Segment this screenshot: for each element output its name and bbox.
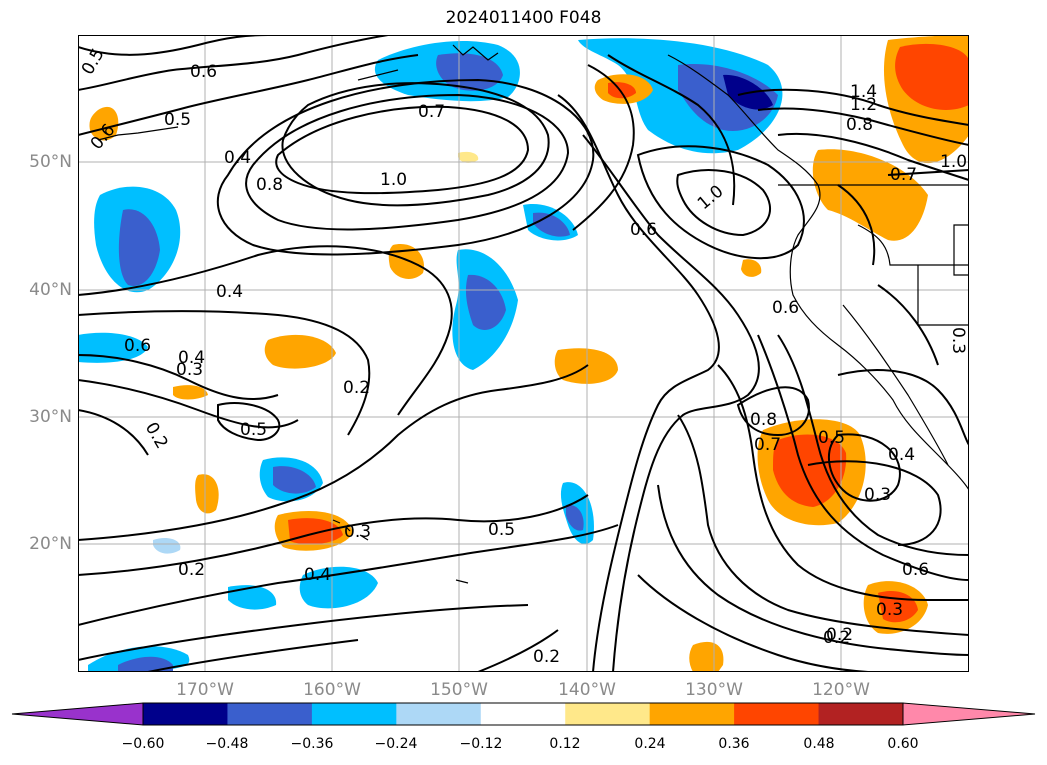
- colorbar-tick: −0.12: [459, 736, 503, 752]
- lon-label-150w: 150°W: [430, 680, 488, 700]
- contour-label: 0.7: [890, 165, 917, 185]
- contour-label: 0.4: [216, 282, 243, 302]
- contour-label: 1.2: [850, 95, 877, 115]
- contour-label: 0.2: [826, 625, 853, 645]
- lon-label-170w: 170°W: [176, 680, 234, 700]
- colorbar-tick: 0.12: [549, 736, 581, 752]
- map-border: [78, 35, 969, 672]
- contour-label: 0.4: [178, 348, 205, 368]
- contour-label: 0.4: [224, 148, 251, 168]
- contour-label: 0.2: [343, 378, 370, 398]
- contour-label: 0.2: [178, 560, 205, 580]
- contour-label: 1.0: [380, 170, 407, 190]
- colorbar-segment: [649, 703, 735, 725]
- contour-label: 0.6: [772, 298, 799, 318]
- map-panel: 0.5 0.6 0.5 0.6 0.4 0.8 0.7 1.0 0.4 0.3 …: [78, 35, 969, 672]
- colorbar-segment: [565, 703, 651, 725]
- colorbar-segment: [143, 703, 228, 725]
- colorbar-tick: 0.36: [718, 736, 750, 752]
- contour-label: 1.0: [940, 152, 967, 172]
- lon-label-160w: 160°W: [303, 680, 361, 700]
- contour-label: 0.6: [902, 560, 929, 580]
- colorbar-segment: [396, 703, 482, 725]
- lon-label-130w: 130°W: [685, 680, 743, 700]
- contour-label: 0.8: [256, 175, 283, 195]
- contour-label: 0.5: [240, 420, 267, 440]
- contour-lines: [78, 35, 969, 672]
- lat-label-40n: 40°N: [29, 280, 72, 300]
- lat-label-20n: 20°N: [29, 534, 72, 554]
- contour-label: 0.3: [948, 327, 968, 354]
- contour-label: 0.6: [124, 336, 151, 356]
- contour-label: 0.2: [823, 628, 850, 648]
- contour-label: 0.4: [888, 445, 915, 465]
- colorbar-min-extend: [11, 702, 144, 726]
- contour-label: 0.4: [304, 565, 331, 585]
- colorbar-tick: −0.24: [374, 736, 418, 752]
- lon-label-140w: 140°W: [558, 680, 616, 700]
- contour-label: 0.7: [418, 102, 445, 122]
- colorbar-segment: [227, 703, 313, 725]
- contour-label: 0.3: [864, 485, 891, 505]
- colorbar-tick: 0.24: [634, 736, 666, 752]
- colorbar-tick: 0.60: [887, 736, 919, 752]
- contour-label: 0.3: [176, 360, 203, 380]
- colorbar-tick: −0.60: [121, 736, 165, 752]
- contour-label: 1.4: [850, 82, 877, 102]
- contour-label: 0.5: [488, 520, 515, 540]
- contour-label: 0.5: [164, 110, 191, 130]
- colorbar-tick: −0.36: [290, 736, 334, 752]
- colorbar-segment: [480, 703, 566, 725]
- map-background: [78, 35, 969, 672]
- contour-label: 0.3: [344, 522, 371, 542]
- lat-label-50n: 50°N: [29, 152, 72, 172]
- colorbar-tick: −0.48: [205, 736, 249, 752]
- lat-label-30n: 30°N: [29, 407, 72, 427]
- contour-label: 0.5: [818, 428, 845, 448]
- map-title: 2024011400 F048: [445, 8, 602, 28]
- colorbar-segment: [818, 703, 904, 725]
- colorbar-outline: [142, 702, 904, 726]
- contour-label: 0.2: [533, 647, 560, 667]
- coastlines: [97, 44, 969, 584]
- contour-label: 0.8: [846, 115, 873, 135]
- lon-label-120w: 120°W: [812, 680, 870, 700]
- contour-label: 0.8: [750, 410, 777, 430]
- colorbar-tick: 0.48: [803, 736, 835, 752]
- contour-label: 0.6: [190, 62, 217, 82]
- colorbar-segment: [734, 703, 820, 725]
- colorbar-max-extend: [902, 702, 1036, 726]
- colorbar-segment: [311, 703, 397, 725]
- colorbar: [11, 702, 1036, 726]
- contour-label: 0.6: [630, 220, 657, 240]
- lat-lon-grid: [78, 35, 969, 672]
- contour-label: 0.3: [876, 600, 903, 620]
- contour-label: 0.7: [754, 435, 781, 455]
